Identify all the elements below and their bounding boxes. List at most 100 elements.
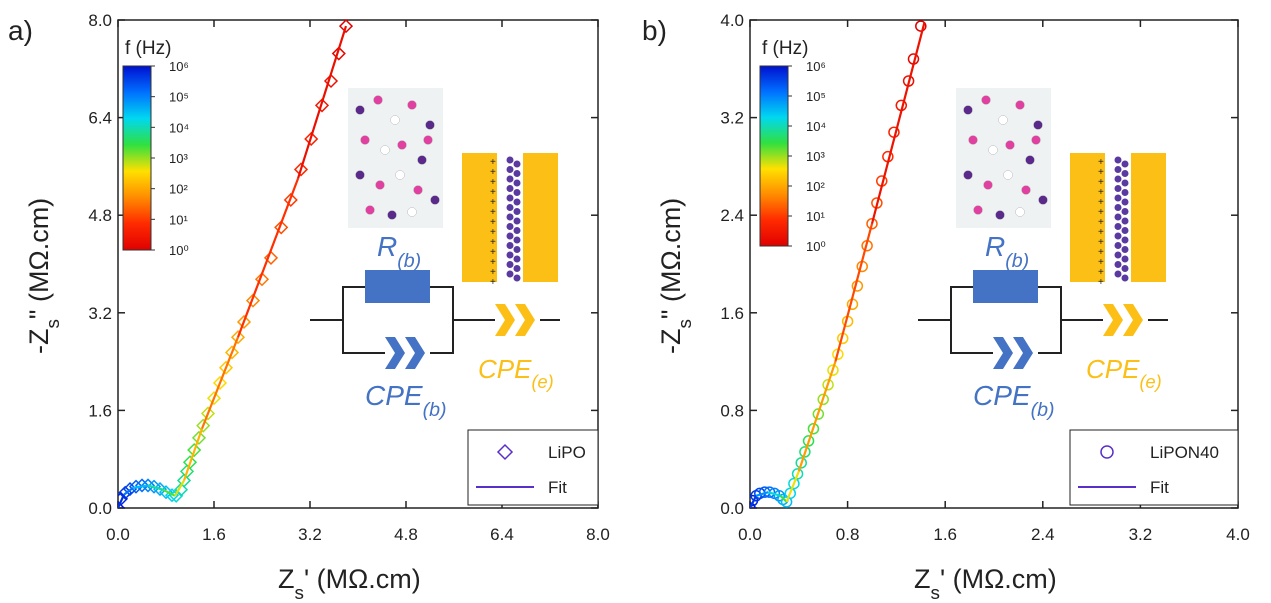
inset: +++++++++++++	[310, 88, 560, 369]
ion	[513, 255, 521, 263]
atom	[407, 207, 417, 217]
cpe-symbol	[993, 337, 1033, 369]
label: Zs' (MΩ.cm)	[914, 564, 1057, 603]
label: R(b)	[377, 231, 421, 272]
colorbar	[122, 65, 152, 251]
label-rest: " (MΩ.cm)	[656, 198, 686, 319]
fit-line	[123, 486, 134, 496]
ion	[1121, 236, 1129, 244]
atom	[380, 145, 390, 155]
fit-line	[750, 495, 758, 508]
atom	[1033, 120, 1043, 130]
data-point	[795, 457, 807, 469]
atom	[387, 210, 397, 220]
charge: +	[490, 167, 496, 178]
atom	[355, 105, 365, 115]
data-point	[128, 479, 144, 494]
cpe-symbol	[1103, 304, 1143, 336]
label: CPE(b)	[973, 380, 1055, 421]
data-point	[187, 442, 202, 458]
ion	[506, 270, 514, 278]
data-point	[304, 131, 319, 147]
ion	[1121, 160, 1129, 168]
data-point	[200, 406, 216, 421]
atom	[407, 100, 417, 110]
legend-swatch	[496, 443, 514, 461]
ion	[1114, 175, 1122, 183]
atom	[981, 95, 991, 105]
data-point	[323, 73, 339, 89]
x-tick-label: 0.8	[836, 525, 860, 544]
label-main: -Z	[656, 329, 686, 354]
data-point	[791, 468, 804, 480]
y-tick-label: 8.0	[88, 11, 112, 30]
label-sub: s	[295, 583, 304, 603]
charge: +	[1098, 177, 1104, 188]
ion	[1121, 265, 1129, 272]
charge: +	[490, 257, 496, 268]
ion	[1114, 185, 1122, 192]
colorbar-tick-label: 10⁴	[806, 119, 826, 134]
legend-swatch	[1100, 445, 1114, 459]
label-main: Z	[914, 564, 931, 594]
atom	[373, 95, 383, 105]
ion	[1121, 198, 1129, 206]
cpe-symbol	[495, 304, 535, 336]
fit-line	[236, 178, 300, 338]
data-point	[191, 430, 207, 445]
ion	[1114, 194, 1122, 202]
ion	[1114, 270, 1122, 278]
ion	[1121, 170, 1129, 177]
x-tick-label: 0.0	[106, 525, 130, 544]
label-sub: (b)	[423, 399, 447, 421]
ion	[506, 185, 514, 192]
charge: +	[490, 207, 496, 218]
y-tick-label: 3.2	[720, 109, 744, 128]
ion	[1121, 274, 1129, 282]
ion	[1114, 204, 1122, 211]
electrode	[1131, 153, 1166, 282]
data-point	[773, 490, 786, 502]
fit-line	[870, 22, 926, 225]
y-tick-label: 0.0	[720, 499, 744, 518]
data-point	[802, 435, 815, 447]
ion	[506, 251, 514, 259]
charge: +	[1098, 237, 1104, 248]
ion	[513, 198, 521, 206]
label: R(b)	[985, 231, 1029, 272]
label: -Zs" (MΩ.cm)	[24, 198, 64, 354]
ion	[1121, 189, 1129, 196]
charge: +	[1098, 157, 1104, 168]
legend-label: LiPON40	[1150, 443, 1219, 462]
atom	[430, 195, 440, 205]
atom	[417, 155, 427, 165]
ion	[1121, 217, 1129, 225]
ion	[1121, 246, 1129, 253]
legend-box	[1069, 429, 1239, 506]
ion	[513, 170, 521, 177]
atom	[390, 115, 400, 125]
atom	[397, 140, 407, 150]
colorbar-title: f (Hz)	[762, 38, 808, 59]
data-point	[807, 422, 820, 435]
atom	[983, 180, 993, 190]
label-rest: " (MΩ.cm)	[24, 198, 54, 319]
label: CPE(e)	[1086, 354, 1162, 392]
x-tick-label: 1.6	[202, 525, 226, 544]
label-sub: (b)	[397, 250, 421, 272]
data-point	[224, 345, 240, 360]
colorbar-tick-label: 10¹	[806, 209, 825, 224]
plot-frame	[749, 19, 1239, 509]
colorbar-tick-label: 10¹	[169, 212, 188, 227]
charge: +	[1098, 167, 1104, 178]
ion	[506, 213, 514, 221]
cpe-symbol	[385, 337, 425, 369]
atom	[1025, 155, 1035, 165]
data-point	[784, 487, 797, 500]
x-tick-label: 6.4	[490, 525, 514, 544]
fit-line	[162, 488, 176, 497]
ion	[513, 246, 521, 253]
atom	[423, 135, 433, 145]
